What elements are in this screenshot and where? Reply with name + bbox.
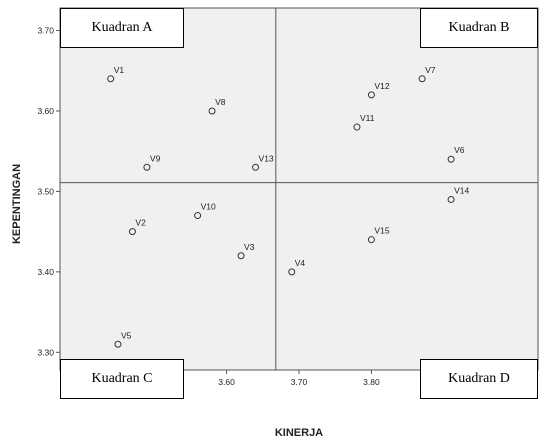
data-point-marker [143,163,151,171]
data-point-label: V2 [135,218,146,228]
reference-lines [60,8,538,370]
data-point-label: V15 [374,226,389,236]
data-point-marker [447,155,455,163]
quadrant-a-label: Kuadran A [60,8,184,48]
data-point-label: V4 [295,258,306,268]
data-point-marker [288,268,296,276]
y-axis-title: KEPENTINGAN [11,164,23,244]
quadrant-d-label: Kuadran D [420,359,538,399]
data-point-marker [208,107,216,115]
y-axis: 3.30 3.40 3.50 3.60 3.70 [37,26,60,357]
data-points: V1 V2 V3 V4 V5 V6 V7 V8 V9 V10 V11 V12 V13 V14 V15 [107,65,469,348]
y-tick-label: 3.30 [37,347,54,357]
data-point-label: V10 [201,202,216,212]
data-point-label: V11 [360,113,375,123]
data-point-label: V5 [121,330,132,340]
data-point-marker [252,163,260,171]
data-point-label: V9 [150,153,161,163]
y-tick-label: 3.40 [37,267,54,277]
data-point-label: V13 [259,153,274,163]
data-point-marker [367,91,375,99]
data-point-marker [367,236,375,244]
data-point-marker [194,212,202,220]
data-point-marker [237,252,245,260]
data-point-marker [128,228,136,236]
x-axis-title: KINERJA [275,427,323,439]
y-tick-label: 3.60 [37,106,54,116]
x-tick-label: 3.60 [218,377,235,387]
data-point-label: V6 [454,145,465,155]
data-point-marker [107,75,115,83]
data-point-marker [447,195,455,203]
x-tick-label: 3.80 [363,377,380,387]
data-point-label: V3 [244,242,255,252]
quadrant-c-label: Kuadran C [60,359,184,399]
plot-area [59,7,539,371]
quadrant-b-label: Kuadran B [420,8,538,48]
data-point-label: V12 [374,81,389,91]
y-tick-label: 3.70 [37,26,54,36]
data-point-marker [418,75,426,83]
data-point-label: V8 [215,97,226,107]
data-point-marker [114,340,122,348]
data-point-label: V1 [114,65,125,75]
y-tick-label: 3.50 [37,186,54,196]
data-point-marker [353,123,361,131]
data-point-label: V7 [425,65,436,75]
data-point-label: V14 [454,185,469,195]
x-tick-label: 3.70 [291,377,308,387]
